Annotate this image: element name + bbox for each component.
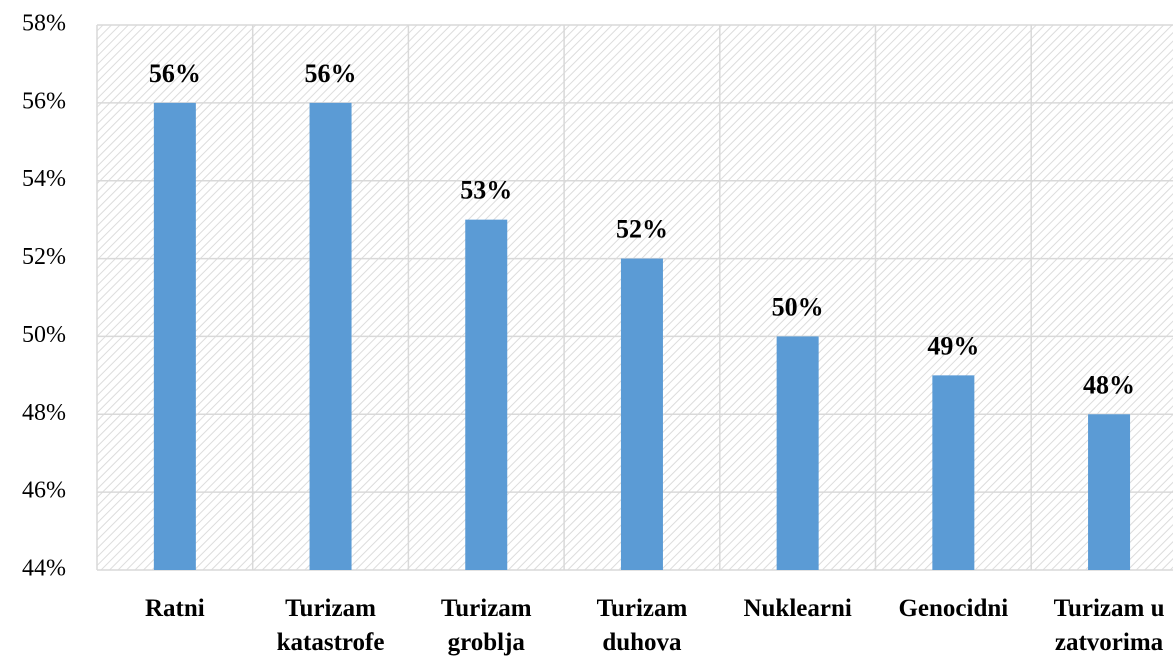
value-label: 53%	[460, 176, 512, 205]
y-tick-label: 44%	[22, 556, 66, 582]
bar	[465, 219, 508, 570]
y-tick-label: 52%	[22, 244, 66, 270]
bar	[620, 258, 663, 570]
bar	[309, 102, 352, 570]
value-label: 56%	[149, 59, 201, 88]
value-label: 52%	[616, 215, 668, 244]
y-tick-label: 58%	[22, 11, 66, 37]
y-tick-label: 50%	[22, 322, 66, 348]
bar	[776, 336, 819, 570]
x-tick-label: Turizam u zatvorima	[1053, 595, 1165, 656]
y-tick-label: 54%	[22, 166, 66, 192]
value-label: 49%	[927, 331, 979, 360]
bar	[153, 102, 196, 570]
x-tick-label: Turizam groblja	[440, 595, 532, 656]
x-tick-label: Turizam katastrofe	[276, 595, 385, 656]
y-tick-label: 46%	[22, 478, 66, 504]
value-label: 50%	[772, 292, 824, 321]
bar	[932, 375, 975, 570]
value-label: 48%	[1083, 370, 1135, 399]
x-tick-label: Nuklearni	[743, 595, 852, 622]
y-tick-label: 56%	[22, 88, 66, 114]
bar	[1088, 414, 1131, 570]
x-tick-label: Turizam duhova	[596, 595, 688, 656]
x-tick-label: Genocidni	[898, 595, 1009, 622]
x-tick-label: Ratni	[144, 595, 205, 622]
y-tick-label: 48%	[22, 400, 66, 426]
value-label: 56%	[305, 59, 357, 88]
